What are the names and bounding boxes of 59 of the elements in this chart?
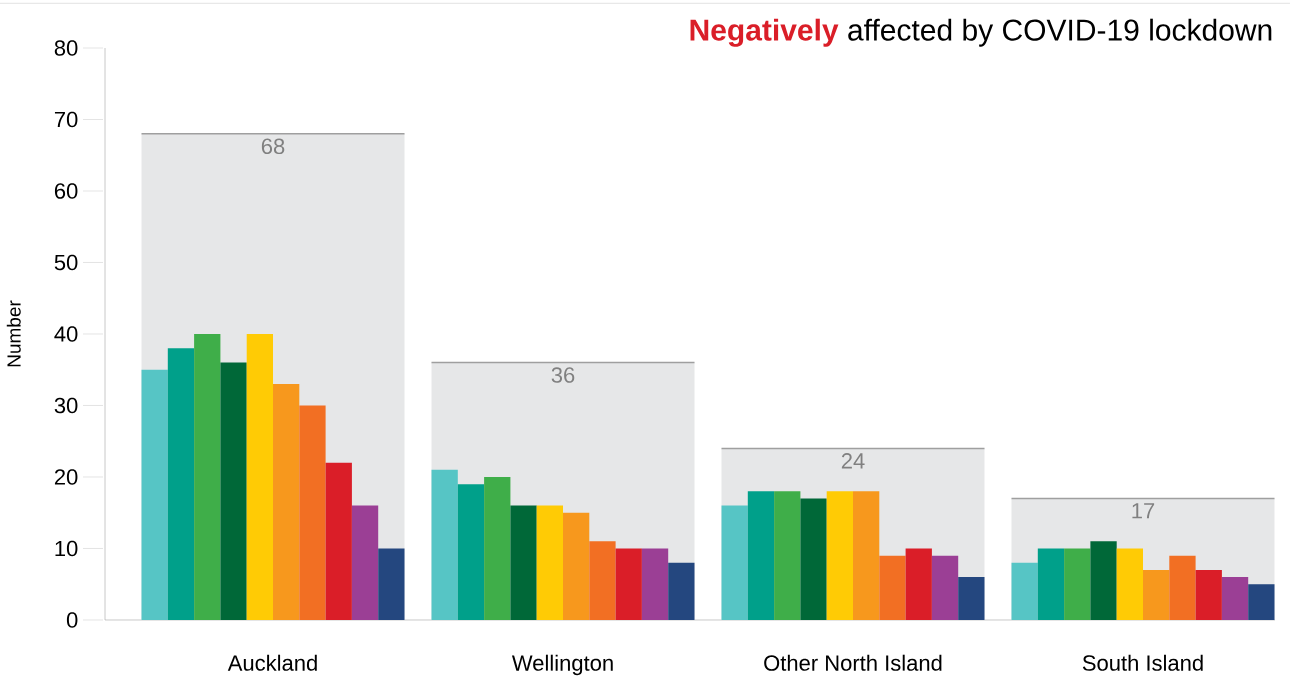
bar [931,555,959,620]
bar [1195,569,1222,620]
bar [220,362,247,620]
bar [826,491,853,620]
y-tick-label: 20 [54,469,78,485]
y-tick-label: 70 [54,111,78,128]
bar [536,505,563,620]
y-axis-title: Number [6,300,21,367]
bar [378,548,405,620]
bar [774,491,801,620]
bar [1064,548,1091,620]
y-tick-label: 50 [54,254,78,271]
bar [853,491,880,620]
x-tick-label: South Island [1082,654,1203,671]
bar [431,469,458,620]
bar [615,548,642,620]
data-label: 24 [841,453,865,469]
y-tick-label: 30 [54,397,78,414]
data-label: 68 [261,138,285,155]
bar [1143,569,1170,620]
chart-title: Negatively affected by COVID-19 lockdown [690,18,1272,47]
bar [641,548,669,620]
y-tick-label: 40 [54,326,78,342]
bar [958,577,985,620]
y-tick-label: 60 [54,183,78,199]
bar [721,505,748,620]
bar [905,548,932,620]
y-tick-label: 10 [55,540,78,557]
bar [1037,548,1065,620]
bar [167,348,195,620]
bar [800,498,827,620]
bar [484,476,511,620]
bar [273,384,300,620]
bar [194,333,221,620]
y-tick-label: 0 [66,612,78,628]
y-tick-label: 80 [54,40,78,56]
bar [879,555,906,620]
bar [1221,577,1249,620]
data-label: 17 [1132,503,1155,519]
x-tick-label: Auckland [227,654,317,671]
bar [510,505,537,620]
bar [1248,584,1275,620]
bar [1116,548,1143,620]
bar [325,462,352,620]
bar [589,541,616,620]
bar [141,369,168,620]
bar [1090,541,1117,620]
bar [457,484,485,620]
bar [563,512,590,620]
bar [668,562,695,620]
bar [351,505,379,620]
bar [299,405,326,620]
data-label: 36 [551,367,575,383]
x-tick-label: Wellington [511,654,613,676]
x-tick-label: Other North Island [764,654,942,671]
bar [747,491,775,620]
bar [246,333,274,620]
bar [1169,555,1196,620]
bar [1011,562,1038,620]
